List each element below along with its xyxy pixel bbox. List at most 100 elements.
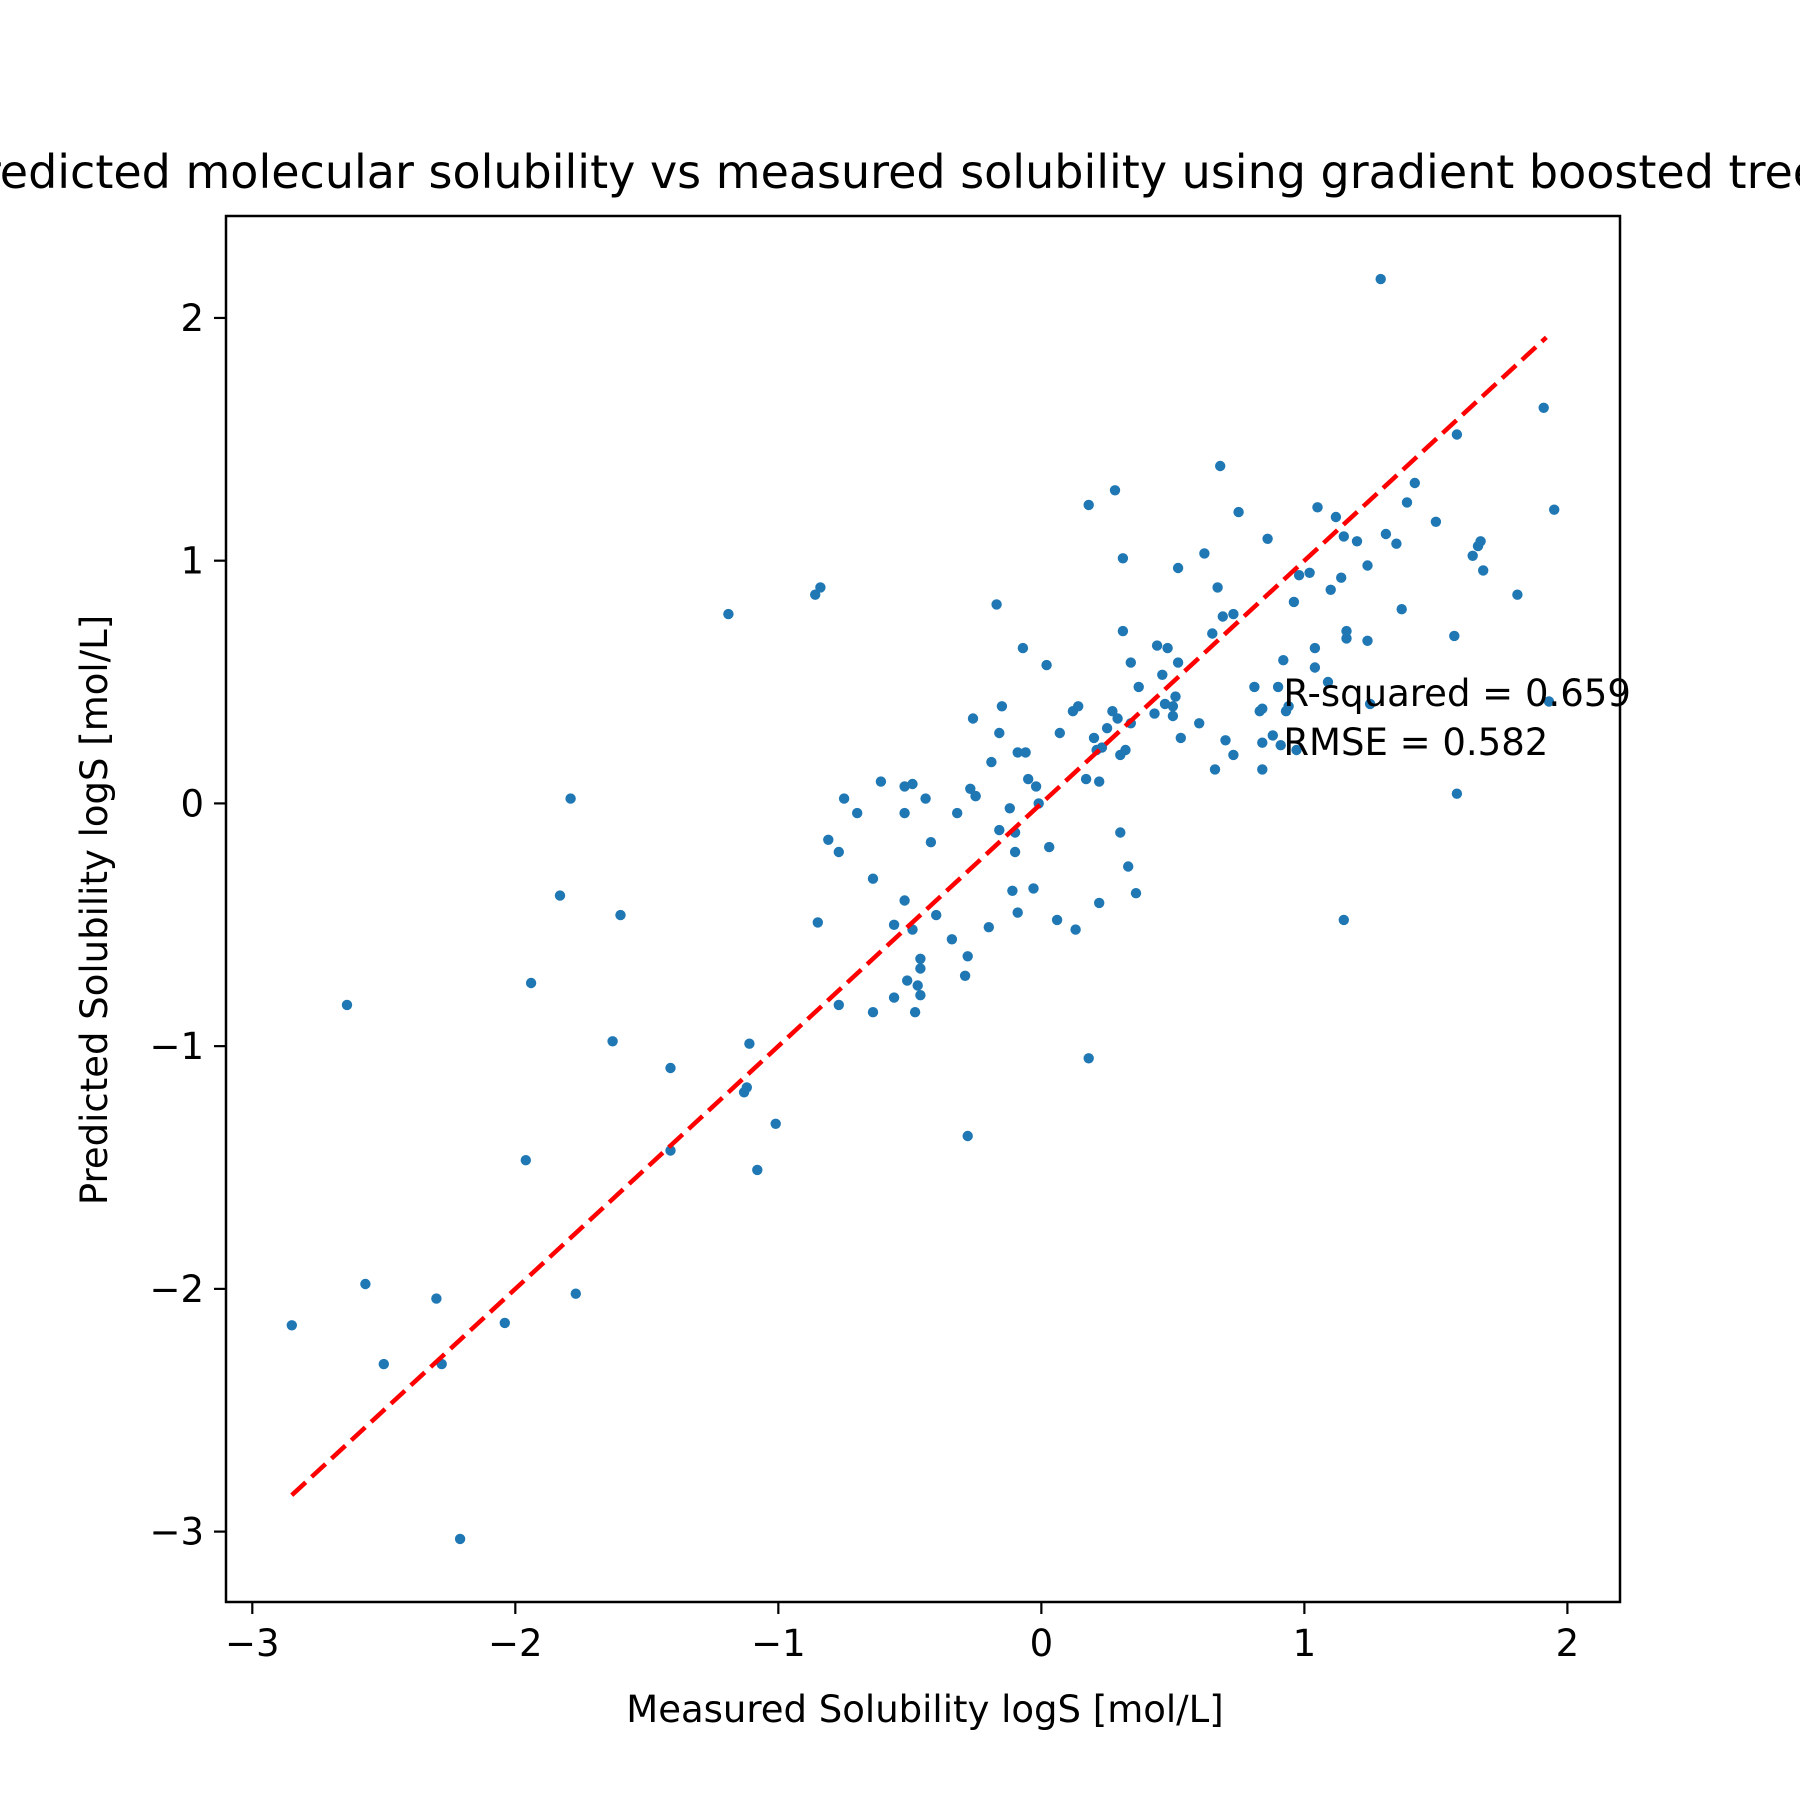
- data-point-174: [1538, 402, 1549, 413]
- data-point-87: [1088, 732, 1100, 744]
- x-tick-label-1: −2: [488, 1622, 543, 1665]
- data-point-56: [967, 713, 979, 724]
- data-point-59: [983, 922, 994, 933]
- data-point-14: [615, 909, 626, 921]
- x-axis-label: Measured Solubility logS [mol/L]: [626, 1688, 1223, 1731]
- data-point-115: [1172, 657, 1184, 668]
- data-point-54: [962, 951, 973, 962]
- data-point-33: [875, 776, 887, 787]
- data-point-70: [1012, 907, 1023, 918]
- chart-title: Predicted molecular solubility vs measur…: [0, 145, 1800, 199]
- data-point-79: [1051, 914, 1063, 926]
- data-point-42: [909, 1007, 921, 1018]
- plot-frame: [224, 214, 1622, 1604]
- data-point-34: [888, 919, 900, 930]
- data-point-106: [1149, 708, 1160, 719]
- plot-area: R-squared = 0.659 RMSE = 0.582 −3 −2 −1 0 1 2 −3…: [149, 214, 1631, 1665]
- data-point-4: [431, 1293, 442, 1304]
- data-point-23: [810, 589, 821, 600]
- data-point-152: [1338, 914, 1350, 926]
- data-point-147: [1322, 676, 1334, 688]
- data-point-32: [867, 873, 879, 884]
- data-point-78: [1044, 841, 1055, 853]
- data-point-163: [1401, 497, 1413, 508]
- data-point-150: [1336, 572, 1347, 583]
- data-point-39: [902, 975, 913, 986]
- data-point-139: [1283, 701, 1294, 712]
- data-point-167: [1451, 788, 1463, 799]
- data-point-65: [1004, 803, 1015, 814]
- data-point-36: [899, 781, 910, 792]
- data-point-102: [1125, 657, 1137, 668]
- data-point-64: [996, 701, 1008, 712]
- data-point-89: [1094, 897, 1105, 909]
- data-point-25: [815, 582, 826, 593]
- data-point-24: [812, 917, 823, 928]
- data-point-21: [752, 1164, 763, 1176]
- data-point-17: [723, 608, 734, 620]
- data-point-58: [970, 790, 981, 802]
- data-point-104: [1130, 888, 1142, 899]
- data-point-149: [1330, 511, 1342, 523]
- metric-annotation-1: RMSE = 0.582: [1283, 721, 1548, 764]
- data-point-85: [1083, 499, 1094, 511]
- y-tick-label-4: 1: [180, 540, 204, 583]
- data-point-125: [1228, 749, 1239, 761]
- data-point-116: [1175, 732, 1187, 744]
- data-point-13: [607, 1036, 618, 1047]
- data-point-131: [1257, 703, 1268, 714]
- x-tick-label-2: −1: [751, 1622, 806, 1665]
- data-point-144: [1309, 662, 1321, 673]
- data-point-74: [1028, 883, 1039, 894]
- data-point-98: [1117, 625, 1129, 637]
- data-point-35: [888, 992, 900, 1003]
- data-point-69: [1012, 747, 1023, 758]
- data-point-165: [1430, 516, 1442, 527]
- x-tick-label-4: 1: [1293, 1622, 1317, 1665]
- data-point-19: [741, 1082, 752, 1093]
- data-point-105: [1133, 681, 1144, 693]
- data-point-136: [1275, 740, 1286, 751]
- data-point-126: [1228, 608, 1239, 620]
- data-point-172: [1478, 565, 1489, 576]
- data-point-162: [1396, 604, 1407, 615]
- data-point-93: [1107, 706, 1118, 717]
- data-point-160: [1380, 528, 1392, 540]
- data-point-159: [1375, 273, 1386, 285]
- reference-line: [290, 335, 1548, 1497]
- data-point-148: [1325, 584, 1336, 595]
- data-point-66: [1007, 885, 1018, 896]
- y-tick-label-1: −2: [149, 1268, 204, 1311]
- x-tick-label-3: 0: [1030, 1622, 1054, 1665]
- data-point-10: [554, 890, 566, 901]
- data-point-45: [915, 963, 926, 974]
- data-point-7: [499, 1317, 510, 1329]
- data-point-51: [952, 807, 963, 819]
- data-point-9: [525, 977, 537, 989]
- data-point-0: [286, 1320, 297, 1331]
- data-point-11: [565, 793, 576, 804]
- data-point-99: [1117, 553, 1129, 564]
- data-point-133: [1262, 533, 1273, 544]
- data-point-113: [1170, 691, 1181, 702]
- data-point-130: [1257, 737, 1268, 748]
- data-point-82: [1070, 924, 1081, 935]
- data-point-140: [1288, 596, 1300, 608]
- data-point-27: [833, 846, 844, 858]
- data-point-137: [1278, 655, 1289, 666]
- data-point-29: [838, 793, 850, 804]
- data-point-156: [1362, 560, 1373, 571]
- data-point-154: [1341, 625, 1352, 637]
- data-point-55: [965, 783, 976, 794]
- data-point-49: [931, 909, 942, 921]
- y-tick-label-2: −1: [149, 1025, 204, 1068]
- data-point-164: [1409, 477, 1421, 489]
- data-point-111: [1167, 710, 1179, 722]
- data-point-15: [665, 1062, 676, 1074]
- data-point-43: [912, 980, 923, 991]
- data-point-50: [946, 934, 958, 945]
- data-point-37: [899, 895, 910, 906]
- data-point-132: [1257, 764, 1268, 775]
- data-point-46: [915, 990, 926, 1001]
- data-point-38: [899, 807, 910, 819]
